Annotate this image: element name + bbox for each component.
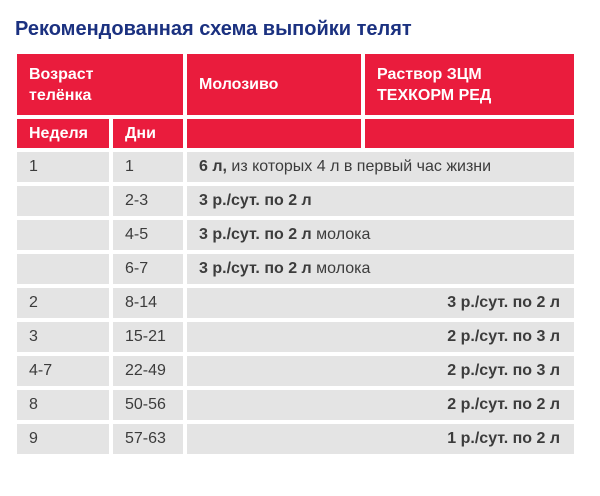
value-bold: 2 р./сут. по 3 л: [447, 362, 560, 379]
feeding-scheme-table: Возраст телёнка Молозиво Раствор ЗЦМ ТЕХ…: [13, 50, 578, 458]
value-cell: 6 л, из которых 4 л в первый час жизни: [187, 152, 574, 182]
table-row: 6-7 3 р./сут. по 2 л молока: [17, 254, 574, 284]
value-cell: 3 р./сут. по 2 л: [187, 288, 574, 318]
header-calf-age: Возраст телёнка: [17, 54, 183, 115]
table-row: 3 15-21 2 р./сут. по 3 л: [17, 322, 574, 352]
page-title: Рекомендованная схема выпойки телят: [15, 18, 412, 40]
table-row: 1 1 6 л, из которых 4 л в первый час жиз…: [17, 152, 574, 182]
header-week: Неделя: [17, 119, 109, 148]
days-cell: 6-7: [113, 254, 183, 284]
week-cell: [17, 186, 109, 216]
value-cell: 2 р./сут. по 3 л: [187, 356, 574, 386]
header-row-main: Возраст телёнка Молозиво Раствор ЗЦМ ТЕХ…: [17, 54, 574, 115]
table-row: 9 57-63 1 р./сут. по 2 л: [17, 424, 574, 454]
table-row: 8 50-56 2 р./сут. по 2 л: [17, 390, 574, 420]
header-days: Дни: [113, 119, 183, 148]
value-cell: 2 р./сут. по 2 л: [187, 390, 574, 420]
table-row: 2-3 3 р./сут. по 2 л: [17, 186, 574, 216]
week-cell: 3: [17, 322, 109, 352]
days-cell: 4-5: [113, 220, 183, 250]
week-cell: 9: [17, 424, 109, 454]
value-bold: 6 л,: [199, 158, 227, 175]
header-colostrum: Молозиво: [187, 54, 361, 115]
value-cell: 1 р./сут. по 2 л: [187, 424, 574, 454]
days-cell: 15-21: [113, 322, 183, 352]
table-row: 4-5 3 р./сут. по 2 л молока: [17, 220, 574, 250]
value-bold: 3 р./сут. по 2 л: [447, 294, 560, 311]
value-cell: 3 р./сут. по 2 л молока: [187, 220, 574, 250]
value-bold: 3 р./сут. по 2 л: [199, 192, 312, 209]
week-cell: 8: [17, 390, 109, 420]
week-cell: 4-7: [17, 356, 109, 386]
table-row: 2 8-14 3 р./сут. по 2 л: [17, 288, 574, 318]
days-cell: 8-14: [113, 288, 183, 318]
value-rest: молока: [311, 260, 371, 277]
days-cell: 22-49: [113, 356, 183, 386]
days-cell: 50-56: [113, 390, 183, 420]
days-cell: 57-63: [113, 424, 183, 454]
value-cell: 3 р./сут. по 2 л молока: [187, 254, 574, 284]
value-bold: 3 р./сут. по 2 л: [199, 260, 312, 277]
days-cell: 2-3: [113, 186, 183, 216]
value-bold: 2 р./сут. по 3 л: [447, 328, 560, 345]
header-empty-zcm: [365, 119, 574, 148]
week-cell: [17, 254, 109, 284]
value-rest: молока: [311, 226, 371, 243]
value-rest: из которых 4 л в первый час жизни: [226, 158, 492, 175]
header-empty-colostrum: [187, 119, 361, 148]
value-bold: 1 р./сут. по 2 л: [447, 430, 560, 447]
week-cell: 2: [17, 288, 109, 318]
week-cell: 1: [17, 152, 109, 182]
week-cell: [17, 220, 109, 250]
value-cell: 2 р./сут. по 3 л: [187, 322, 574, 352]
value-bold: 3 р./сут. по 2 л: [199, 226, 312, 243]
table-header: Возраст телёнка Молозиво Раствор ЗЦМ ТЕХ…: [17, 54, 574, 148]
days-cell: 1: [113, 152, 183, 182]
value-cell: 3 р./сут. по 2 л: [187, 186, 574, 216]
table-body: 1 1 6 л, из которых 4 л в первый час жиз…: [17, 152, 574, 454]
table-row: 4-7 22-49 2 р./сут. по 3 л: [17, 356, 574, 386]
value-bold: 2 р./сут. по 2 л: [447, 396, 560, 413]
header-row-sub: Неделя Дни: [17, 119, 574, 148]
header-zcm-solution: Раствор ЗЦМ ТЕХКОРМ РЕД: [365, 54, 574, 115]
